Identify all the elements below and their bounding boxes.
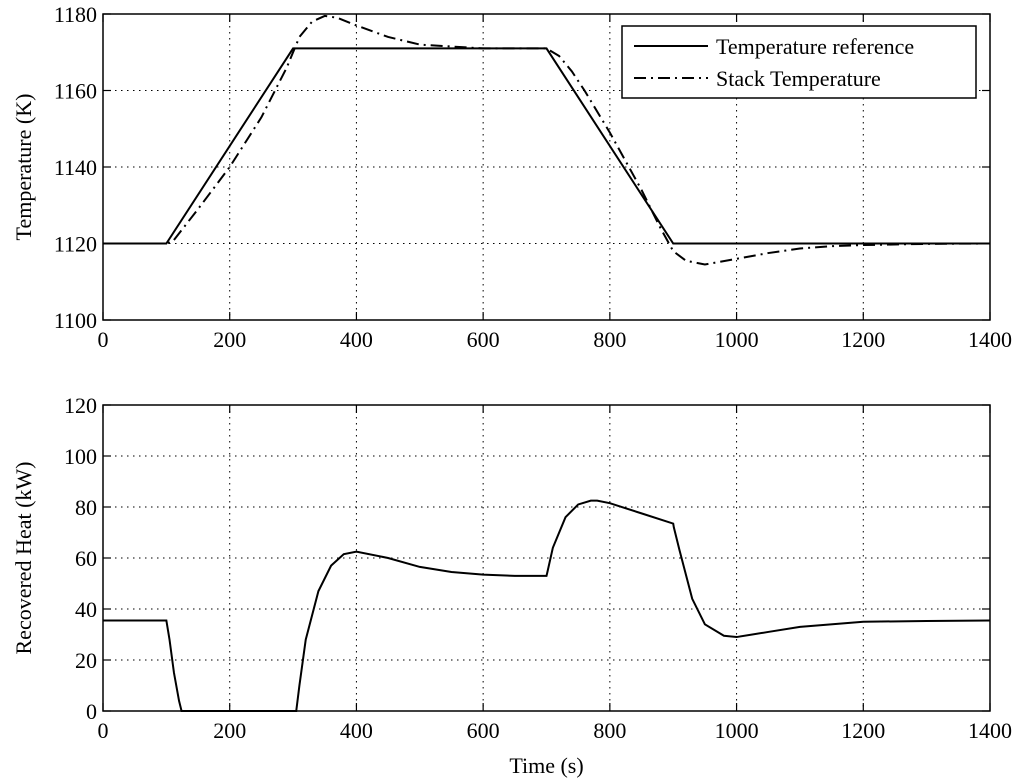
- x-tick-label: 1200: [841, 718, 885, 743]
- x-tick-label: 1400: [968, 327, 1012, 352]
- y-tick-label: 1180: [54, 2, 97, 27]
- legend: Temperature reference Stack Temperature: [621, 25, 977, 99]
- y-tick-label: 1140: [54, 155, 97, 180]
- y-tick-label: 80: [75, 495, 97, 520]
- plot-frame: [102, 13, 991, 321]
- y-tick-label: 1100: [54, 308, 97, 333]
- x-tick-label: 400: [340, 718, 373, 743]
- x-tick-label: 400: [340, 327, 373, 352]
- y-tick-label: 60: [75, 546, 97, 571]
- y-tick-label: 1120: [54, 232, 97, 257]
- x-tick-label: 0: [98, 718, 109, 743]
- y-axis-label: Temperature (K): [11, 94, 36, 241]
- x-tick-label: 200: [213, 718, 246, 743]
- y-tick-label: 100: [64, 444, 97, 469]
- y-tick-label: 1160: [54, 79, 97, 104]
- y-tick-label: 40: [75, 597, 97, 622]
- x-tick-label: 1000: [715, 718, 759, 743]
- x-tick-label: 1200: [841, 327, 885, 352]
- y-tick-label: 120: [64, 393, 97, 418]
- legend-box: [621, 25, 977, 99]
- temperature-chart: 0 200 400 600 800 1000 1200 1400 1100 1120 1140 116…: [11, 2, 1012, 352]
- plot-frame: [102, 404, 991, 712]
- recovered-heat-chart: 0 200 400 600 800 1000 1200 1400 0 20 40 60 80 100 120…: [11, 393, 1012, 778]
- x-tick-label: 0: [98, 327, 109, 352]
- x-tick-label: 600: [467, 327, 500, 352]
- x-tick-label: 200: [213, 327, 246, 352]
- x-tick-label: 1400: [968, 718, 1012, 743]
- x-axis-label: Time (s): [509, 753, 583, 778]
- x-tick-label: 800: [593, 327, 626, 352]
- y-tick-label: 0: [86, 699, 97, 724]
- stack-temperature-line: [103, 14, 991, 266]
- y-axis-label: Recovered Heat (kW): [11, 461, 36, 654]
- x-tick-label: 800: [593, 718, 626, 743]
- legend-entry: Stack Temperature: [716, 66, 881, 91]
- series-line: [103, 499, 991, 712]
- legend-entry: Temperature reference: [716, 34, 914, 59]
- x-tick-label: 600: [467, 718, 500, 743]
- y-tick-label: 20: [75, 648, 97, 673]
- x-tick-label: 1000: [715, 327, 759, 352]
